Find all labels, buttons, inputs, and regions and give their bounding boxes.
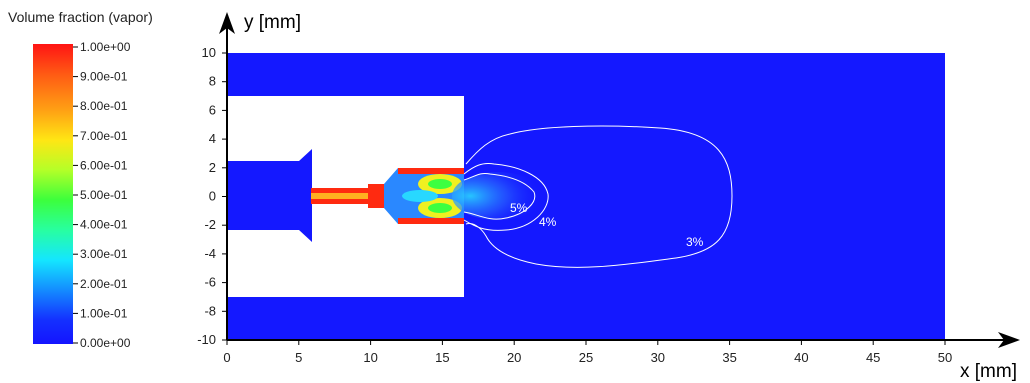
- colorbar-tick-label: 5.00e-01: [80, 188, 128, 202]
- chamber-center-jet: [402, 190, 438, 202]
- y-tick-label: -2: [204, 217, 216, 232]
- contour-5pct: [463, 173, 536, 220]
- x-tick-label: 35: [722, 350, 736, 365]
- x-tick-label: 15: [435, 350, 449, 365]
- x-tick-label: 50: [938, 350, 952, 365]
- inlet-plug: [227, 149, 312, 242]
- chamber-upper-edge: [398, 168, 464, 174]
- colorbar-title: Volume fraction (vapor): [8, 9, 153, 25]
- x-axis-label: x [mm]: [960, 361, 1017, 382]
- x-tick-label: 30: [651, 350, 665, 365]
- injector-tip: [368, 184, 386, 208]
- contour-3pct: [465, 125, 733, 268]
- y-tick-label: -6: [204, 275, 216, 290]
- y-tick-label: 10: [202, 45, 216, 60]
- y-axis-label: y [mm]: [244, 12, 301, 33]
- x-axis-arrow: [998, 332, 1020, 348]
- colorbar-ticks: 1.00e+00 9.00e-01 8.00e-01 7.00e-01 6.00e-01…: [73, 40, 131, 350]
- x-tick-label: 40: [794, 350, 808, 365]
- y-ticks: 10 8 6 4 2 0 -2 -4 -6 -8 -10: [197, 45, 227, 347]
- colorbar-tick-label: 1.00e+00: [80, 40, 131, 54]
- x-tick-label: 25: [579, 350, 593, 365]
- colorbar-tick-label: 8.00e-01: [80, 99, 128, 113]
- colorbar-tick-label: 1.00e-01: [80, 306, 128, 320]
- y-tick-label: -8: [204, 303, 216, 318]
- y-tick-label: 0: [209, 189, 216, 204]
- colorbar-tick-label: 2.00e-01: [80, 277, 128, 291]
- contour-label-4pct: 4%: [539, 215, 557, 229]
- x-ticks: 0 5 10 15 20 25 30 35 40 45 50: [223, 340, 952, 365]
- contour-4pct: [463, 163, 549, 231]
- colorbar-tick-label: 9.00e-01: [80, 70, 128, 84]
- x-tick-label: 45: [866, 350, 880, 365]
- colorbar-tick-label: 6.00e-01: [80, 158, 128, 172]
- colorbar-tick-label: 4.00e-01: [80, 218, 128, 232]
- vapor-pocket-upper-core: [428, 179, 452, 189]
- x-tick-label: 10: [363, 350, 377, 365]
- vapor-pocket-lower-core: [428, 203, 452, 213]
- y-tick-label: -4: [204, 246, 216, 261]
- x-tick-label: 5: [295, 350, 302, 365]
- injector-core: [311, 193, 387, 199]
- y-tick-label: 8: [209, 74, 216, 89]
- y-tick-label: 6: [209, 102, 216, 117]
- vapor-plume: [452, 172, 544, 220]
- x-tick-label: 20: [507, 350, 521, 365]
- contour-label-5pct: 5%: [510, 201, 528, 215]
- colorbar-tick-label: 3.00e-01: [80, 247, 128, 261]
- contour-label-3pct: 3%: [686, 235, 704, 249]
- colorbar-tick-label: 0.00e+00: [80, 336, 131, 350]
- y-axis-arrow: [219, 12, 235, 34]
- x-tick-label: 0: [223, 350, 230, 365]
- chamber-lower-edge: [398, 218, 464, 224]
- y-tick-label: 4: [209, 131, 216, 146]
- y-tick-label: 2: [209, 160, 216, 175]
- y-tick-label: -10: [197, 332, 216, 347]
- colorbar-gradient: [33, 44, 73, 344]
- colorbar-tick-label: 7.00e-01: [80, 129, 128, 143]
